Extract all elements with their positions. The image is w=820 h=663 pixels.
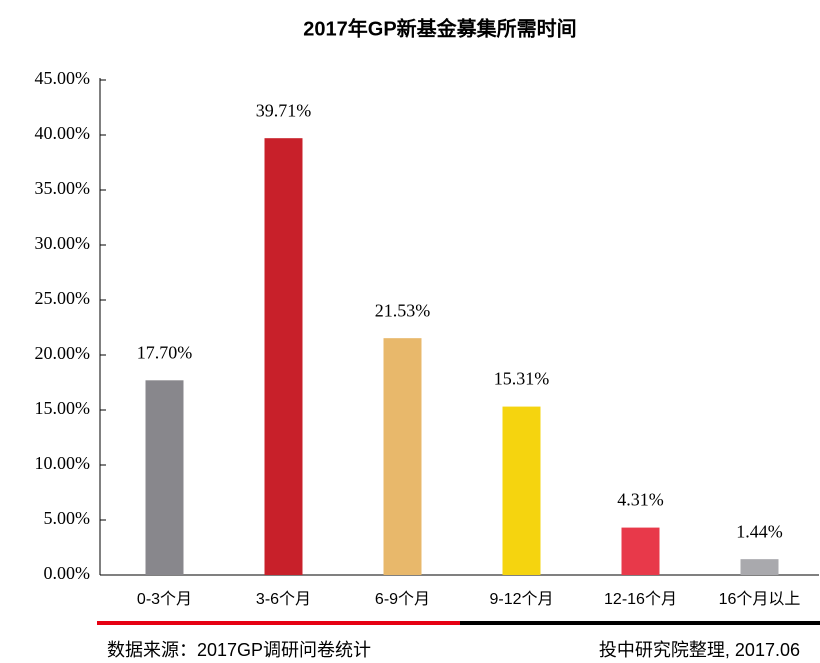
x-tick-label: 3-6个月: [256, 590, 311, 608]
x-tick-label: 9-12个月: [489, 590, 553, 608]
y-tick-label: 20.00%: [35, 343, 91, 363]
y-tick-label: 45.00%: [35, 68, 91, 88]
y-tick-label: 5.00%: [44, 508, 91, 528]
y-tick-label: 30.00%: [35, 233, 91, 253]
y-tick-label: 40.00%: [35, 123, 91, 143]
data-label: 21.53%: [375, 300, 431, 320]
chart-title: 2017年GP新基金募集所需时间: [303, 16, 576, 40]
bar: [264, 138, 303, 575]
y-tick-label: 15.00%: [35, 398, 91, 418]
bar: [145, 380, 184, 575]
y-tick-label: 0.00%: [44, 563, 91, 583]
x-tick-label: 12-16个月: [604, 590, 677, 608]
data-label: 39.71%: [256, 100, 312, 120]
bar: [740, 559, 779, 575]
source-note: 数据来源：2017GP调研问卷统计: [107, 640, 371, 660]
data-label: 15.31%: [494, 369, 550, 389]
x-tick-label: 0-3个月: [137, 590, 192, 608]
bar: [383, 338, 422, 575]
y-tick-label: 10.00%: [35, 453, 91, 473]
data-label: 17.70%: [137, 342, 193, 362]
x-tick-label: 6-9个月: [375, 590, 430, 608]
data-label: 4.31%: [617, 490, 664, 510]
bar: [502, 406, 541, 575]
y-tick-label: 35.00%: [35, 178, 91, 198]
bar: [621, 527, 660, 575]
source-note: 投中研究院整理, 2017.06: [599, 640, 800, 660]
data-label: 1.44%: [736, 521, 783, 541]
y-tick-label: 25.00%: [35, 288, 91, 308]
x-tick-label: 16个月以上: [719, 590, 801, 608]
